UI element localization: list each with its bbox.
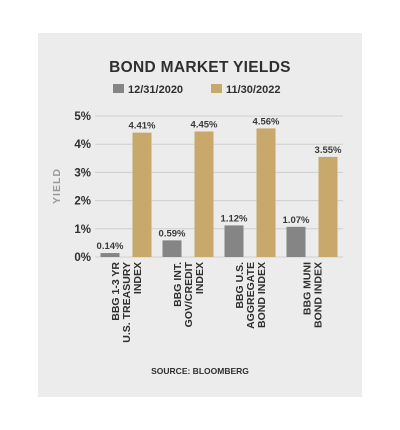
category-label: BBG 1-3 YR U.S. TREASURY INDEX xyxy=(110,262,144,343)
gridlines xyxy=(95,115,343,258)
bar xyxy=(132,132,152,257)
category-label-line: BBG 1-3 YR xyxy=(110,262,122,321)
category-labels: BBG 1-3 YR U.S. TREASURY INDEX BBG INT. GOV/… xyxy=(110,261,325,342)
data-label: 4.41% xyxy=(129,121,156,132)
category-label-line: BBG MUNI xyxy=(302,262,314,315)
category-label-line: BOND INDEX xyxy=(313,262,325,328)
bar xyxy=(100,253,120,257)
y-tick-label: 5% xyxy=(74,111,91,123)
legend-swatch-2020 xyxy=(113,84,124,93)
data-label: 0.59% xyxy=(159,228,186,239)
category-label-line: BBG U.S. xyxy=(234,262,246,309)
bar xyxy=(194,131,214,257)
data-label: 4.56% xyxy=(253,116,280,127)
category-label-line: BOND INDEX xyxy=(256,262,268,328)
legend-label-2022: 11/30/2022 xyxy=(226,84,280,96)
y-tick-label: 1% xyxy=(74,224,91,236)
category-label-line: INDEX xyxy=(194,262,206,294)
bar xyxy=(318,156,338,257)
legend: 12/31/2020 11/30/2022 xyxy=(113,84,280,96)
bar xyxy=(256,128,276,257)
legend-swatch-2022 xyxy=(211,84,222,93)
data-label: 1.12% xyxy=(221,213,248,224)
chart-title: BOND MARKET YIELDS xyxy=(109,59,291,76)
data-label: 0.14% xyxy=(97,241,124,252)
legend-label-2020: 12/31/2020 xyxy=(128,84,183,96)
data-label: 4.45% xyxy=(191,120,218,131)
category-label-line: GOV/CREDIT xyxy=(183,261,195,327)
category-label: BBG MUNI BOND INDEX xyxy=(302,262,325,328)
category-label-line: INDEX xyxy=(132,262,144,294)
bar xyxy=(286,226,306,257)
category-label-line: BBG INT. xyxy=(172,262,184,307)
y-tick-label: 3% xyxy=(74,167,91,179)
category-label-line: AGGREGATE xyxy=(245,262,257,329)
bar xyxy=(224,225,244,257)
bars xyxy=(100,128,338,257)
y-axis-ticks: 0% 1% 2% 3% 4% 5% xyxy=(74,111,91,264)
data-label: 1.07% xyxy=(283,215,310,226)
data-label: 3.55% xyxy=(315,145,342,156)
category-label: BBG INT. GOV/CREDIT INDEX xyxy=(172,261,206,327)
source-note: SOURCE: BLOOMBERG xyxy=(151,366,249,376)
data-labels: 0.14% 4.41% 0.59% 4.45% 1.12% 4.56% 1.07% 3.55% xyxy=(97,116,342,252)
y-axis-label: YIELD xyxy=(51,168,63,204)
y-tick-label: 4% xyxy=(74,139,91,151)
y-tick-label: 0% xyxy=(74,252,91,264)
category-label-line: U.S. TREASURY xyxy=(121,262,133,343)
y-tick-label: 2% xyxy=(74,196,91,208)
category-label: BBG U.S. AGGREGATE BOND INDEX xyxy=(234,262,268,329)
bar xyxy=(162,240,182,257)
